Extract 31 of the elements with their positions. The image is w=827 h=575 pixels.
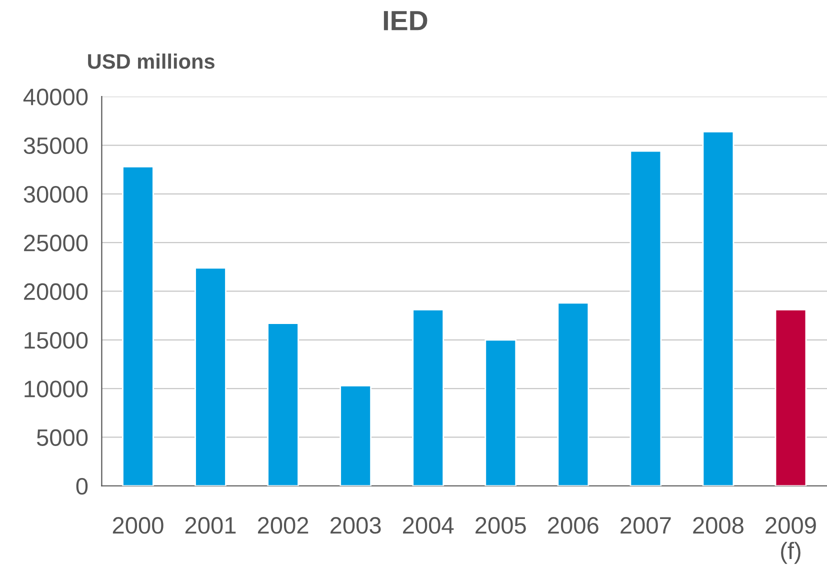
x-tick-label: 2004: [403, 517, 454, 534]
bar: [557, 302, 590, 486]
x-tick-label: 2002: [258, 517, 308, 534]
y-tick-label: 0: [76, 478, 88, 495]
bar: [267, 322, 299, 486]
bar: [630, 150, 662, 486]
y-axis-title: USD millions: [88, 54, 214, 69]
y-tick-label: 20000: [24, 283, 88, 300]
y-tick-label: 15000: [24, 332, 88, 349]
x-tick-label: 2001: [185, 517, 236, 534]
x-tick-label: 2003: [330, 517, 381, 534]
y-tick-label: 40000: [23, 88, 88, 106]
bar: [702, 130, 734, 486]
y-tick-label: 10000: [24, 380, 88, 398]
x-tick-label: 2009 (f): [766, 517, 816, 564]
bar: [194, 267, 226, 486]
bar: [122, 166, 154, 486]
x-tick-label: 2005: [476, 517, 526, 534]
x-tick-label: 2007: [620, 517, 671, 534]
y-tick-label: 35000: [24, 137, 88, 154]
y-tick-label: 25000: [24, 234, 88, 252]
x-tick-label: 2008: [693, 517, 744, 534]
bar: [412, 309, 444, 486]
bar: [484, 339, 517, 486]
bar: [340, 384, 372, 486]
y-tick-label: 30000: [24, 186, 88, 203]
y-tick-label: 5000: [36, 429, 88, 446]
x-tick-label: 2000: [112, 517, 164, 534]
bar: [774, 309, 807, 486]
chart-title: IED: [384, 11, 428, 30]
x-tick-label: 2006: [548, 517, 598, 534]
